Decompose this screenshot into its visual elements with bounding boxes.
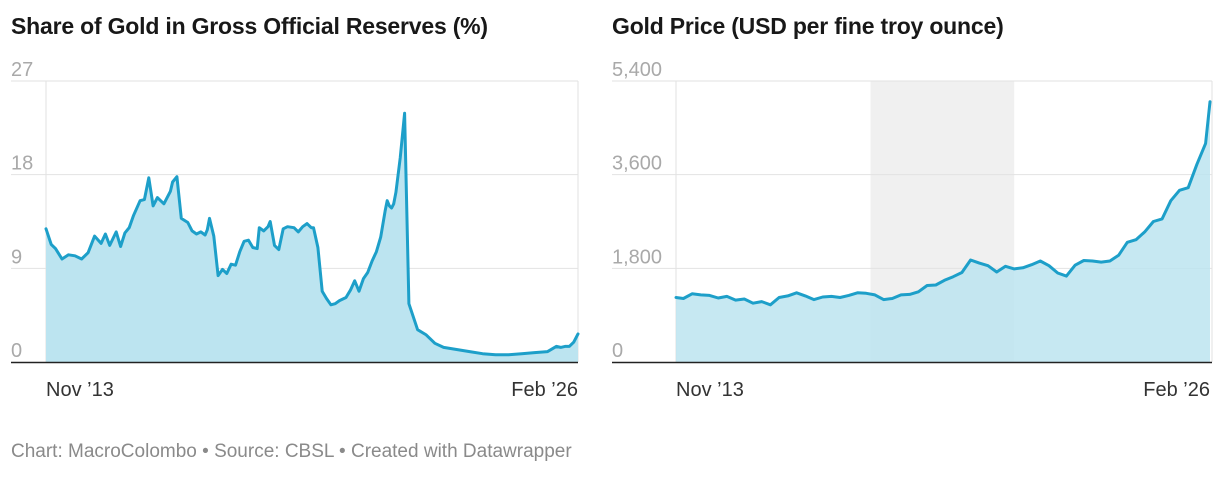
series-line [44, 111, 580, 357]
y-tick-label: 27 [11, 59, 33, 81]
x-tick-label: Nov ’13 [676, 379, 744, 401]
y-tick-label: 1,800 [612, 246, 662, 268]
chart-panel-gold-price: 0 1,800 3,600 5,400 Nov ’13 Feb ’26 [612, 59, 1213, 401]
footer-source: Source: CBSL [214, 441, 334, 462]
series-line [674, 100, 1212, 307]
x-tick-label: Feb ’26 [1143, 379, 1210, 401]
y-tick-label: 9 [11, 246, 22, 268]
footer-separator: • [333, 441, 351, 462]
y-tick-label: 5,400 [612, 59, 662, 81]
footer-created-with: Created with Datawrapper [350, 441, 572, 462]
chart-title-gold-price: Gold Price (USD per fine troy ounce) [612, 13, 1004, 39]
footer-separator: • [196, 441, 215, 462]
chart-panel-gold-share: 0 9 18 27 Nov ’13 Feb ’26 [11, 59, 580, 401]
series-area [46, 113, 578, 362]
footer-credit: Chart: MacroColombo [11, 441, 197, 462]
y-tick-label: 18 [11, 153, 33, 175]
series-area [676, 101, 1210, 363]
y-tick-label: 3,600 [612, 153, 662, 175]
y-tick-label: 0 [11, 340, 22, 362]
x-tick-label: Nov ’13 [46, 379, 114, 401]
x-tick-label: Feb ’26 [511, 379, 578, 401]
y-tick-label: 0 [612, 340, 623, 362]
chart-title-gold-share: Share of Gold in Gross Official Reserves… [11, 13, 488, 39]
chart-footer: Chart: MacroColombo • Source: CBSL • Cre… [11, 441, 572, 463]
